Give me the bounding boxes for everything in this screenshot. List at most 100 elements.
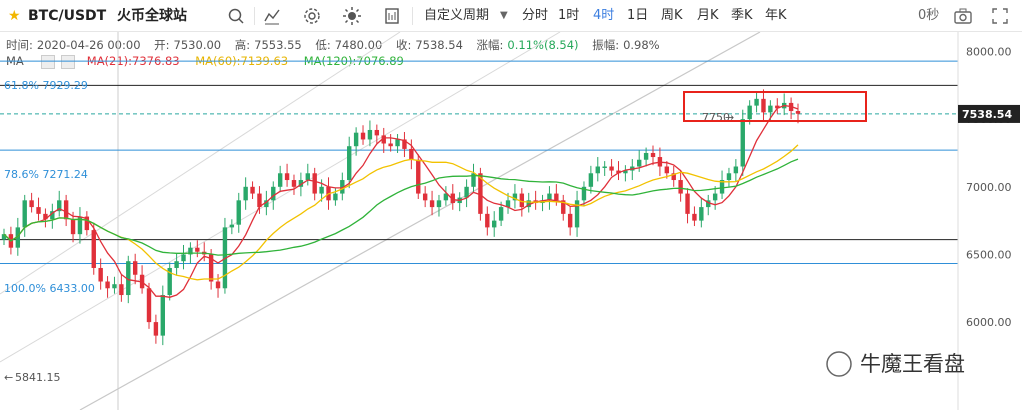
candle-body xyxy=(519,193,525,208)
candle-body xyxy=(43,213,48,220)
candle-body xyxy=(429,200,435,208)
close-label: 收: xyxy=(395,38,412,52)
candle-body xyxy=(526,200,531,208)
low-value: 7480.00 xyxy=(334,38,383,52)
chevron-down-icon[interactable]: ▼ xyxy=(500,10,508,21)
candle-body xyxy=(305,173,310,181)
candle-body xyxy=(333,193,338,201)
candle-body xyxy=(637,159,642,167)
candle-body xyxy=(747,105,752,120)
candle-body xyxy=(512,193,518,201)
candle-body xyxy=(775,105,780,109)
fib-100-label: 100.0% 6433.00 xyxy=(4,282,95,295)
search-icon[interactable] xyxy=(226,6,246,26)
interval-tab[interactable]: 年K xyxy=(765,8,787,23)
candle-body xyxy=(57,200,62,212)
candle-body xyxy=(340,180,345,194)
candle-body xyxy=(353,132,359,147)
indicator-chart-icon[interactable] xyxy=(262,6,282,26)
candle-body xyxy=(478,173,483,214)
ohlc-info-row: 时间: 2020-04-26 00:00 开: 7530.00 高: 7553.55 … xyxy=(6,37,664,53)
candle-body xyxy=(505,200,511,208)
ma21-line xyxy=(3,104,799,298)
trendline-left xyxy=(0,32,401,295)
ma60-line xyxy=(3,144,799,281)
resistance-arrow-icon: → xyxy=(725,111,734,124)
candle-body xyxy=(160,295,165,336)
current-price-tag xyxy=(958,104,1020,123)
candle-body xyxy=(298,180,304,187)
low-marker-label: 5841.15 xyxy=(15,371,61,384)
interval-tab[interactable]: 1日 xyxy=(627,8,649,23)
gear-icon[interactable] xyxy=(302,6,322,26)
symbol-label[interactable]: BTC/USDT xyxy=(28,8,107,24)
candle-body xyxy=(436,200,442,208)
candle-body xyxy=(706,200,711,208)
candle-body xyxy=(450,193,455,204)
candle-body xyxy=(243,186,248,201)
sun-theme-icon[interactable] xyxy=(342,6,362,26)
y-tick-label: 8000.00 xyxy=(966,46,1012,59)
fullscreen-icon[interactable] xyxy=(990,6,1010,26)
candle-body xyxy=(554,193,559,201)
candle-body xyxy=(236,200,241,225)
custom-period-button[interactable]: 自定义周期 xyxy=(424,8,490,23)
candle-body xyxy=(643,152,649,160)
template-icon[interactable] xyxy=(382,6,402,26)
candle-body xyxy=(271,186,276,201)
candle-body xyxy=(664,166,670,174)
candle-body xyxy=(699,207,704,221)
candle-body xyxy=(574,200,580,228)
interval-tab[interactable]: 月K xyxy=(697,8,719,23)
interval-tab-active[interactable]: 4时 xyxy=(593,8,615,23)
time-value: 2020-04-26 00:00 xyxy=(36,38,141,52)
candle-body xyxy=(188,247,193,255)
candle-body xyxy=(795,111,801,114)
candle-body xyxy=(492,220,497,228)
candle-body xyxy=(581,186,587,201)
candle-body xyxy=(650,152,656,158)
candle-body xyxy=(284,173,290,181)
camera-icon[interactable] xyxy=(953,6,973,26)
candle-body xyxy=(623,170,628,174)
interval-tab[interactable]: 季K xyxy=(731,8,753,23)
candle-body xyxy=(167,267,172,296)
candle-body xyxy=(250,186,255,194)
candle-body xyxy=(443,193,449,201)
change-value: 0.11%(8.54) xyxy=(507,38,579,52)
candle-body xyxy=(132,261,138,275)
candle-body xyxy=(264,200,269,208)
candle-body xyxy=(29,200,34,208)
change-label: 涨幅: xyxy=(476,38,504,52)
candle-body xyxy=(422,193,428,201)
fib-618-label: 61.8% 7929.29 xyxy=(4,79,88,92)
toolbar-divider xyxy=(254,7,255,25)
candle-body xyxy=(671,173,676,181)
y-tick-label: 7000.00 xyxy=(966,181,1012,194)
amplitude-label: 振幅: xyxy=(592,38,620,52)
candle-body xyxy=(733,166,739,174)
candle-body xyxy=(112,284,117,289)
candle-body xyxy=(91,230,96,268)
candle-body xyxy=(1,234,7,240)
candle-body xyxy=(50,211,55,220)
favorite-star-icon[interactable]: ★ xyxy=(8,8,21,24)
candle-body xyxy=(395,139,400,147)
low-label: 低: xyxy=(315,38,331,52)
current-price-label: 7538.54 xyxy=(962,108,1012,121)
candle-body xyxy=(561,200,566,214)
candle-body xyxy=(595,166,600,174)
candlestick-chart[interactable]: 8000.007500.007000.006500.006000.007538.… xyxy=(0,32,1022,410)
interval-tab[interactable]: 1时 xyxy=(558,8,580,23)
exchange-label: 火币全球站 xyxy=(117,8,187,24)
interval-tab[interactable]: 分时 xyxy=(522,8,549,23)
candle-body xyxy=(485,213,490,228)
watermark-text: 牛魔王看盘 xyxy=(860,352,965,376)
candle-body xyxy=(174,261,179,268)
y-tick-label: 6500.00 xyxy=(966,248,1012,261)
interval-tab[interactable]: 周K xyxy=(661,8,683,23)
fib-786-label: 78.6% 7271.24 xyxy=(4,168,88,181)
candle-body xyxy=(277,173,283,187)
candle-body xyxy=(70,219,76,235)
price-axis-background xyxy=(958,32,1022,410)
